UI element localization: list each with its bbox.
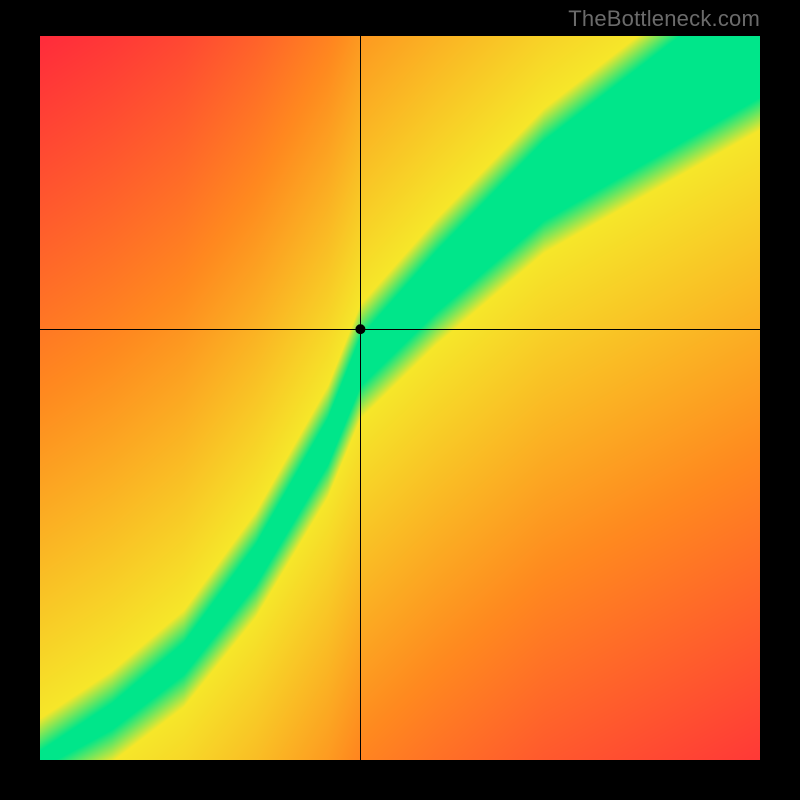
bottleneck-heatmap xyxy=(40,36,760,760)
watermark-text: TheBottleneck.com xyxy=(568,6,760,32)
chart-container: TheBottleneck.com xyxy=(0,0,800,800)
